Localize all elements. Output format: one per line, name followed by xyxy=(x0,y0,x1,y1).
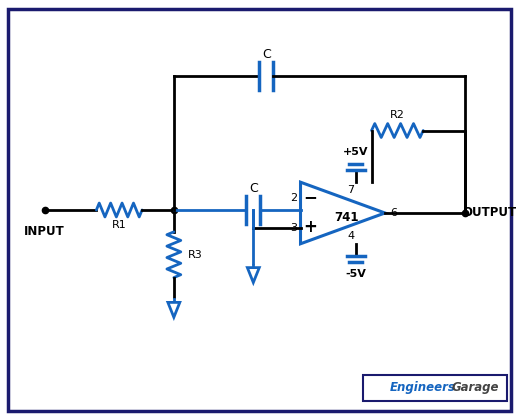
Text: Engineers: Engineers xyxy=(390,381,456,394)
Text: 741: 741 xyxy=(335,211,359,224)
Text: +: + xyxy=(303,218,317,236)
Text: 2: 2 xyxy=(290,193,297,202)
Text: INPUT: INPUT xyxy=(25,226,65,239)
Text: 7: 7 xyxy=(347,185,354,195)
Text: 4: 4 xyxy=(347,231,354,241)
Text: Garage: Garage xyxy=(451,381,499,394)
Text: 6: 6 xyxy=(390,208,397,218)
Text: R3: R3 xyxy=(188,250,203,260)
Text: R1: R1 xyxy=(112,220,127,230)
Text: C: C xyxy=(262,47,270,60)
Text: 3: 3 xyxy=(290,223,297,234)
Text: +5V: +5V xyxy=(343,147,369,158)
FancyBboxPatch shape xyxy=(363,375,507,401)
Text: C: C xyxy=(249,181,258,194)
Text: −: − xyxy=(303,188,317,205)
Text: R2: R2 xyxy=(390,110,405,120)
Text: OUTPUT: OUTPUT xyxy=(462,207,517,220)
Text: -5V: -5V xyxy=(345,268,366,278)
